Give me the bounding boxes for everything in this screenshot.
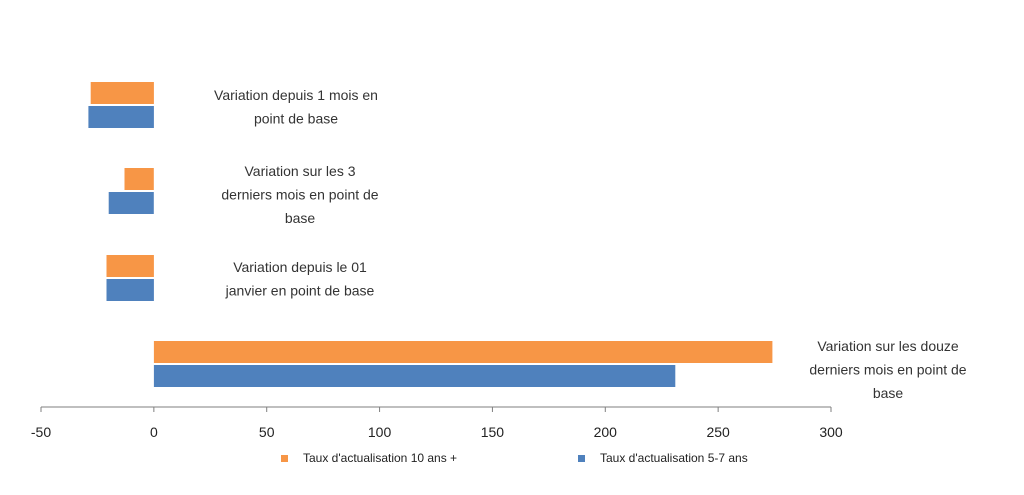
x-tick-label: 200	[594, 424, 618, 440]
bar-taux-5-7-ans-2	[108, 192, 154, 214]
bar-taux-10-ans-1	[90, 82, 154, 104]
legend: Taux d'actualisation 10 ans + Taux d'actu…	[281, 451, 748, 465]
bar-taux-10-ans-4	[153, 341, 773, 363]
x-tick-label: 250	[706, 424, 730, 440]
x-tick-label: 100	[368, 424, 392, 440]
category-labels: Variation depuis 1 mois en point de base V…	[214, 87, 967, 401]
bars-group	[88, 82, 773, 387]
legend-swatch-1	[281, 455, 288, 462]
bar-taux-5-7-ans-1	[88, 106, 154, 128]
category-label-3: Variation depuis le 01 janvier en point d…	[225, 259, 375, 299]
category-label-2: Variation sur les 3 derniers mois en poin…	[221, 163, 378, 226]
x-tick-label: 50	[259, 424, 275, 440]
category-label-1: Variation depuis 1 mois en point de base	[214, 87, 378, 127]
category-label-4: Variation sur les douze derniers mois en …	[809, 338, 966, 401]
x-tick-label: -50	[31, 424, 51, 440]
legend-label-1: Taux d'actualisation 10 ans +	[303, 451, 457, 465]
x-axis: -50 0 50 100 150 200 250 300	[31, 406, 843, 440]
bar-taux-5-7-ans-3	[106, 279, 154, 301]
bar-taux-10-ans-3	[106, 255, 154, 277]
bar-taux-10-ans-2	[124, 168, 154, 190]
x-tick-label: 150	[481, 424, 505, 440]
x-tick-label: 300	[819, 424, 843, 440]
legend-label-2: Taux d'actualisation 5-7 ans	[600, 451, 748, 465]
bar-taux-5-7-ans-4	[153, 365, 676, 387]
legend-swatch-2	[578, 455, 585, 462]
x-tick-label: 0	[150, 424, 158, 440]
